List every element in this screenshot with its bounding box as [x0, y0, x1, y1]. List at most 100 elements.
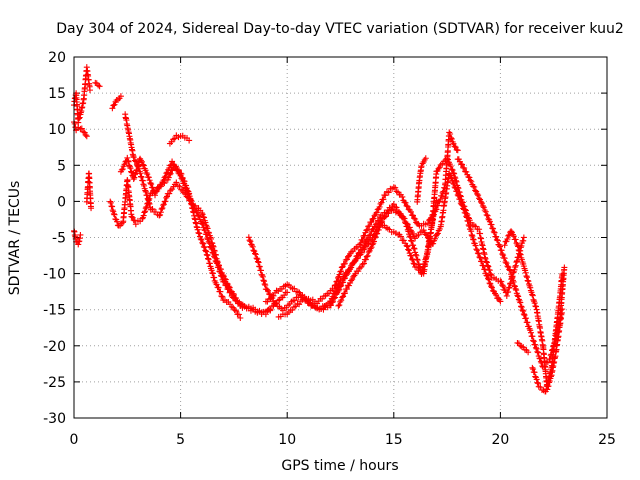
data-point — [159, 205, 166, 212]
data-point — [532, 341, 539, 348]
data-point — [201, 214, 208, 221]
data-point — [247, 238, 254, 245]
data-point — [533, 345, 540, 352]
data-point — [204, 225, 211, 232]
data-point — [524, 319, 531, 326]
data-point — [529, 291, 536, 298]
data-point — [107, 199, 114, 206]
data-point — [531, 300, 538, 307]
data-point — [457, 192, 464, 199]
data-point — [500, 252, 507, 259]
data-point — [253, 255, 260, 262]
data-point — [146, 177, 153, 184]
data-point — [410, 245, 417, 252]
data-point — [511, 282, 518, 289]
data-point — [126, 162, 133, 169]
data-point — [183, 187, 190, 194]
data-point — [499, 251, 506, 258]
data-point — [522, 315, 529, 322]
data-point — [198, 220, 205, 227]
data-point — [346, 282, 353, 289]
data-point — [343, 256, 350, 263]
data-point — [368, 219, 375, 226]
data-point — [510, 278, 517, 285]
data-point — [138, 157, 145, 164]
data-point — [478, 200, 485, 207]
data-point — [132, 221, 139, 228]
data-point — [438, 192, 445, 199]
data-point — [403, 220, 410, 227]
data-point — [226, 284, 233, 291]
data-point — [211, 247, 218, 254]
data-point — [475, 192, 482, 199]
data-point — [198, 236, 205, 243]
data-point — [128, 169, 135, 176]
data-point — [462, 206, 469, 213]
data-point — [400, 237, 407, 244]
data-point — [482, 208, 489, 215]
data-point — [498, 278, 505, 285]
data-point — [142, 187, 149, 194]
data-point — [374, 230, 381, 237]
data-point — [450, 140, 457, 147]
data-point — [409, 230, 416, 237]
data-point — [534, 348, 541, 355]
data-point — [204, 252, 211, 259]
data-point — [559, 271, 566, 278]
data-point — [512, 236, 519, 243]
data-point — [196, 230, 203, 237]
data-point — [375, 226, 382, 233]
data-point — [530, 338, 537, 345]
data-point — [261, 278, 268, 285]
data-point — [252, 250, 259, 257]
data-point — [529, 333, 536, 340]
data-point — [476, 254, 483, 261]
data-point — [342, 272, 349, 279]
data-point — [160, 202, 167, 209]
data-point — [245, 234, 252, 241]
data-point — [507, 267, 514, 274]
data-point — [409, 256, 416, 263]
data-point — [378, 199, 385, 206]
data-point — [480, 204, 487, 211]
data-point — [411, 261, 418, 268]
data-point — [404, 203, 411, 210]
data-point — [208, 235, 215, 242]
data-point — [160, 177, 167, 184]
series-sat-j — [166, 132, 193, 147]
data-point — [510, 233, 517, 240]
data-point — [483, 258, 490, 265]
data-point — [139, 177, 146, 184]
data-point — [497, 298, 504, 305]
data-point — [140, 212, 147, 219]
data-point — [529, 364, 536, 371]
data-point — [355, 250, 362, 257]
data-point — [233, 295, 240, 302]
data-point — [211, 247, 218, 254]
data-point — [185, 194, 192, 201]
data-point — [153, 188, 160, 195]
data-point — [531, 369, 538, 376]
data-point — [327, 302, 334, 309]
y-tick-label: -15 — [43, 303, 66, 319]
data-point — [462, 207, 469, 214]
data-point — [233, 307, 240, 314]
data-point — [474, 190, 481, 197]
data-point — [335, 287, 342, 294]
data-point — [267, 307, 274, 314]
data-point — [231, 306, 238, 313]
data-point — [225, 283, 232, 290]
data-point — [131, 174, 138, 181]
data-point — [444, 155, 451, 162]
data-point — [336, 271, 343, 278]
data-point — [504, 236, 511, 243]
series-sat-d — [83, 170, 95, 212]
data-point — [221, 275, 228, 282]
data-point — [372, 221, 379, 228]
data-point — [157, 209, 164, 216]
data-point — [525, 278, 532, 285]
data-point — [405, 247, 412, 254]
data-point — [337, 268, 344, 275]
data-point — [348, 262, 355, 269]
data-point — [368, 244, 375, 251]
